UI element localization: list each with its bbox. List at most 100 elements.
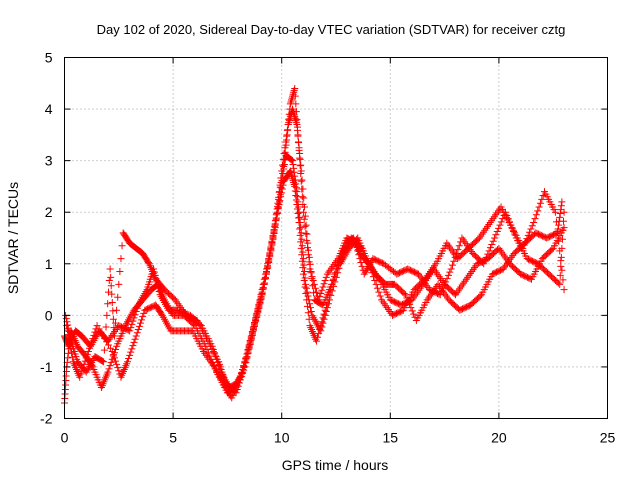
data-point	[246, 340, 254, 348]
data-point	[266, 250, 274, 258]
data-point	[554, 228, 562, 236]
x-tick-label: 15	[383, 430, 399, 446]
data-point	[302, 284, 310, 292]
data-point	[508, 224, 516, 232]
data-point	[242, 358, 250, 366]
data-point	[113, 306, 121, 314]
data-point	[497, 218, 505, 226]
data-point	[302, 280, 310, 288]
data-point	[105, 365, 113, 373]
data-point	[303, 230, 311, 238]
data-point	[240, 366, 248, 374]
data-point	[292, 196, 300, 204]
data-point	[88, 338, 96, 346]
data-point	[126, 327, 134, 335]
data-point	[292, 117, 300, 125]
data-point	[139, 313, 147, 321]
data-point	[273, 210, 281, 218]
data-point	[440, 281, 448, 289]
x-tick-label: 20	[491, 430, 507, 446]
data-point	[302, 229, 310, 237]
data-point	[114, 364, 122, 372]
data-point	[328, 280, 336, 288]
data-point	[203, 346, 211, 354]
x-tick-label: 10	[274, 430, 290, 446]
data-point	[322, 273, 330, 281]
data-point	[558, 198, 566, 206]
data-point	[297, 177, 305, 185]
data-point	[304, 309, 312, 317]
data-point	[102, 323, 110, 331]
data-point	[258, 291, 266, 299]
data-point	[318, 286, 326, 294]
data-point	[100, 358, 108, 366]
data-point	[455, 242, 463, 250]
data-point	[287, 155, 295, 163]
data-point	[110, 354, 118, 362]
data-point	[131, 335, 139, 343]
data-point	[290, 88, 298, 96]
data-point	[114, 293, 122, 301]
data-point	[291, 92, 299, 100]
data-point	[268, 239, 276, 247]
data-point	[232, 389, 240, 397]
data-point	[251, 322, 259, 330]
data-point	[356, 255, 364, 263]
data-point	[287, 96, 295, 104]
data-point	[279, 161, 287, 169]
data-point	[496, 221, 504, 229]
data-point	[524, 231, 532, 239]
data-point	[297, 161, 305, 169]
data-point	[132, 332, 140, 340]
data-point	[254, 309, 262, 317]
data-point	[289, 161, 297, 169]
data-point	[127, 348, 135, 356]
y-tick-label: 2	[45, 204, 53, 220]
data-point	[262, 268, 270, 276]
y-tick-label: 0	[45, 307, 53, 323]
data-point	[551, 208, 559, 216]
data-point	[353, 243, 361, 251]
chart-title: Day 102 of 2020, Sidereal Day-to-day VTE…	[97, 22, 566, 37]
data-point	[300, 194, 308, 202]
data-point	[294, 131, 302, 139]
data-point	[280, 155, 288, 163]
data-point	[307, 269, 315, 277]
data-point	[271, 221, 279, 229]
data-point	[283, 131, 291, 139]
data-point	[288, 94, 296, 102]
data-point	[314, 333, 322, 341]
data-point	[64, 324, 72, 332]
data-point	[91, 328, 99, 336]
data-point	[308, 273, 316, 281]
data-point	[115, 367, 123, 375]
data-point	[319, 283, 327, 291]
data-point	[292, 108, 300, 116]
data-point	[293, 123, 301, 131]
data-point	[511, 231, 519, 239]
data-point	[558, 244, 566, 252]
data-point	[108, 290, 116, 298]
axis-ticks: 0 5 10 15 20 25 -2 -1 0 1 2 3 4 5	[40, 50, 615, 446]
data-point	[318, 323, 326, 331]
data-point	[107, 358, 115, 366]
data-point	[557, 253, 565, 261]
data-point	[132, 307, 140, 315]
data-point	[129, 342, 137, 350]
data-point	[66, 334, 74, 342]
data-point	[530, 219, 538, 227]
data-point	[276, 198, 284, 206]
data-point	[309, 277, 317, 285]
data-point	[536, 199, 544, 207]
data-point	[358, 262, 366, 270]
data-point	[265, 256, 273, 264]
data-point	[301, 212, 309, 220]
data-point	[559, 276, 567, 284]
data-point	[482, 253, 490, 261]
data-point	[317, 289, 325, 297]
data-point	[77, 370, 85, 378]
data-point	[285, 110, 293, 118]
data-point	[271, 222, 279, 230]
data-point	[272, 215, 280, 223]
data-point	[476, 292, 484, 300]
